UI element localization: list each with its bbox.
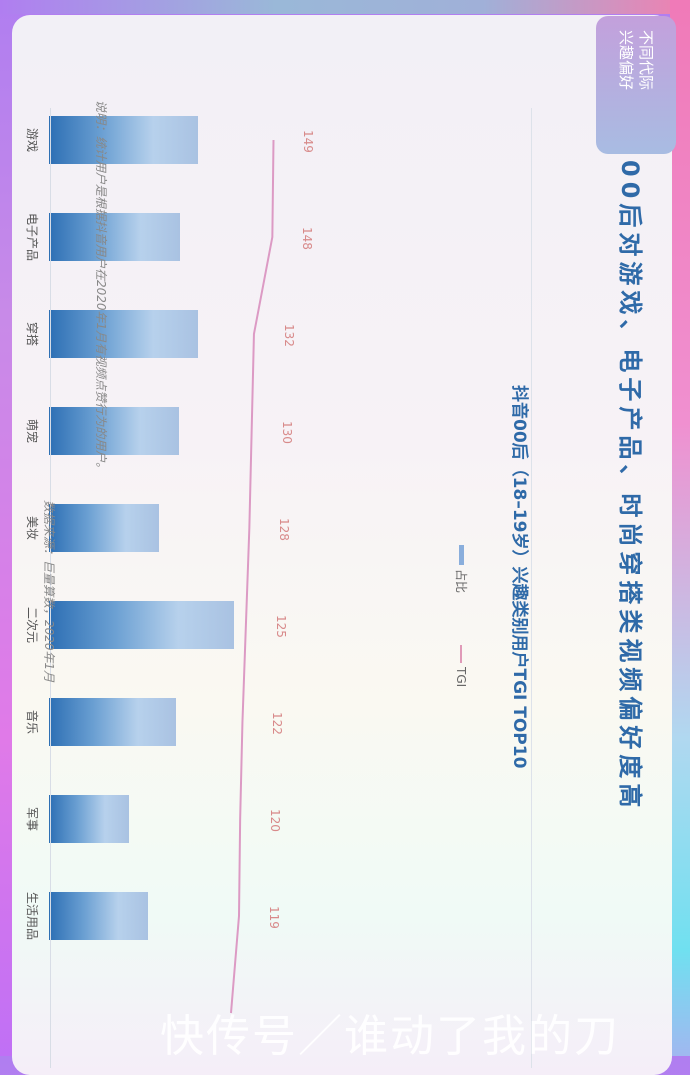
- category-label: 萌宠: [25, 418, 39, 443]
- tgi-value-label: 130: [279, 421, 294, 444]
- tgi-value-label: 128: [277, 518, 292, 541]
- category-label: 电子产品: [25, 212, 39, 261]
- tgi-value-label: 149: [301, 130, 316, 153]
- data-source: 数据来源：巨量算数，2020年1月: [42, 500, 56, 683]
- chart-plot-area: 游戏电子产品穿搭萌宠美妆二次元音乐军事生活用品 149 148 132 130 128 1…: [25, 108, 532, 1068]
- tgi-line: [230, 139, 275, 1014]
- background-top-edge: [0, 0, 690, 14]
- tgi-value-label: 119: [267, 906, 281, 929]
- footnote: 说明：统计用户是根据抖音用户在2020年1月有视频点赞行为的用户。: [94, 100, 108, 475]
- category-label: 游戏: [25, 127, 39, 152]
- category-label: 军事: [25, 806, 39, 831]
- page-title: 00后对游戏、电子产品、时尚穿搭类视频偏好度高: [616, 160, 644, 813]
- tgi-value-label: 122: [270, 712, 285, 735]
- category-label: 二次元: [25, 606, 39, 643]
- tgi-value-label: 148: [300, 227, 315, 250]
- category-label: 穿搭: [25, 321, 39, 346]
- tgi-value-label: 132: [281, 324, 296, 347]
- category-label: 音乐: [25, 709, 39, 734]
- tgi-value-label: 125: [273, 615, 288, 638]
- badge-line-1: 不同代际: [637, 30, 655, 91]
- category-label: 生活用品: [25, 891, 39, 940]
- background-right-edge: [670, 0, 690, 1056]
- tgi-value-label: 120: [268, 809, 283, 832]
- watermark-text: 快传号／谁动了我的刀: [160, 1011, 620, 1062]
- badge-line-2: 兴趣偏好: [617, 30, 635, 91]
- category-label: 美妆: [25, 515, 39, 540]
- section-badge: 不同代际 兴趣偏好: [596, 16, 676, 154]
